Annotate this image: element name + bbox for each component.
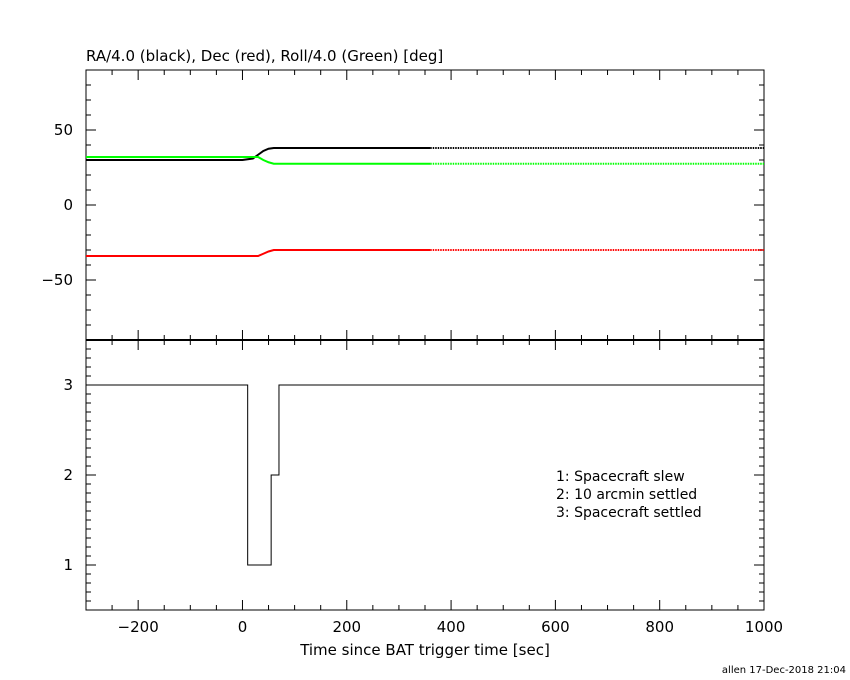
top-panel: 50 0 −50	[41, 69, 765, 341]
footer-stamp: allen 17-Dec-2018 21:04	[722, 665, 846, 676]
x-tick-label: 600	[541, 618, 570, 636]
bottom-panel: 1 2 3 −200 0 200 400 600 800 1000 1: Spacecraft s…	[63, 339, 783, 636]
top-panel-title: RA/4.0 (black), Dec (red), Roll/4.0 (Gre…	[86, 47, 443, 65]
x-axis-label: Time since BAT trigger time [sec]	[299, 641, 550, 659]
x-tick-label: −200	[118, 618, 159, 636]
series-line-dec	[86, 249, 431, 257]
y-tick-label: 1	[63, 556, 73, 574]
x-tick-label: 1000	[745, 618, 783, 636]
y-tick-label: −50	[41, 271, 73, 289]
x-tick-label: 400	[437, 618, 466, 636]
y-tick-label: 2	[63, 466, 73, 484]
x-tick-label: 0	[238, 618, 248, 636]
legend-line-1: 1: Spacecraft slew	[556, 469, 685, 485]
x-tick-label: 200	[332, 618, 361, 636]
y-tick-label: 0	[63, 196, 73, 214]
legend-line-3: 3: Spacecraft settled	[556, 505, 702, 521]
series-line-ra-4-0	[86, 147, 431, 161]
top-panel-frame	[85, 69, 765, 341]
series-line-roll-4-0	[86, 156, 431, 165]
legend-line-2: 2: 10 arcmin settled	[556, 487, 697, 503]
y-tick-label: 3	[63, 376, 73, 394]
x-tick-label: 800	[645, 618, 674, 636]
status-step-line	[86, 384, 764, 566]
y-tick-label: 50	[54, 121, 73, 139]
